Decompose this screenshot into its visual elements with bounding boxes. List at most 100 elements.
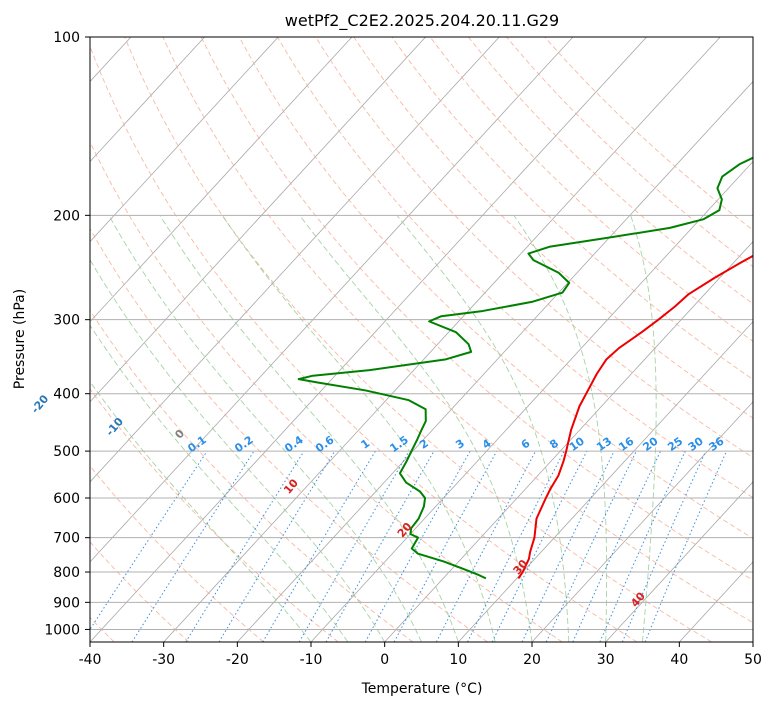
- x-tick-label: -20: [226, 652, 249, 668]
- moist-adiabat-line: [108, 215, 422, 642]
- mixing-ratio-line: [621, 450, 707, 642]
- isotherm-line: [90, 37, 574, 563]
- isotherm-line: [458, 321, 753, 642]
- x-tick-label: -40: [79, 652, 102, 668]
- x-axis-title: Temperature (°C): [361, 681, 483, 697]
- moist-adiabat-line: [90, 324, 349, 642]
- sounding-profiles: [297, 156, 753, 580]
- y-tick-label: 700: [53, 531, 80, 547]
- dry-adiabat-line: [90, 541, 190, 642]
- moist-adiabat-line: [221, 215, 496, 642]
- y-tick-label: 800: [53, 565, 80, 581]
- mixing-ratio-line: [467, 450, 565, 642]
- mixing-ratio-label: 1.5: [387, 433, 410, 455]
- isotherm-line: [605, 481, 753, 642]
- y-tick-label: 300: [53, 313, 80, 329]
- y-tick-label: 200: [53, 208, 80, 224]
- dry-adiabat-line: [391, 37, 753, 381]
- dry-adiabat-line: [506, 37, 753, 268]
- dry-adiabat-label: 20: [395, 520, 415, 540]
- isotherm-line: [0, 37, 57, 642]
- dry-adiabat-line: [200, 37, 753, 581]
- moist-adiabat-line: [630, 215, 657, 642]
- dry-adiabat-line: [90, 465, 264, 642]
- mixing-ratio-label: 8: [547, 437, 561, 452]
- dry-adiabat-line: [90, 388, 339, 642]
- mixing-ratio-label: 4: [480, 437, 494, 452]
- mixing-ratio-line: [325, 450, 435, 642]
- x-tick-label: -10: [300, 652, 323, 668]
- mixing-ratio-line: [572, 450, 662, 642]
- moist-adiabat-line: [90, 380, 312, 642]
- dry-adiabat-line: [315, 37, 753, 459]
- mixing-ratio-line: [393, 450, 498, 642]
- mixing-ratio-label: 1: [359, 437, 373, 452]
- isotherm-line: [679, 561, 753, 642]
- isotherm-line: [90, 37, 500, 483]
- x-tick-label: 50: [744, 652, 762, 668]
- mixing-ratio-line: [90, 450, 208, 631]
- plot-frame: [89, 36, 754, 643]
- x-tick-label: 30: [597, 652, 615, 668]
- dry-adiabat-line: [90, 45, 638, 642]
- mixing-ratio-line: [262, 450, 376, 642]
- isotherm-line: [163, 37, 721, 642]
- dry-adiabat-label: -10: [103, 415, 126, 439]
- isotherm-line: [90, 37, 205, 163]
- mixing-ratio-label: 3: [453, 437, 467, 452]
- x-tick-label: 20: [523, 652, 541, 668]
- x-tick-label: -30: [152, 652, 175, 668]
- x-tick-label: 40: [670, 652, 688, 668]
- dry-adiabat-line: [90, 140, 563, 642]
- moist-adiabat-line: [299, 215, 533, 642]
- mixing-ratio-line: [185, 450, 305, 642]
- moist-adiabat-line: [396, 215, 570, 642]
- isotherm-line: [752, 641, 753, 642]
- mixing-ratio-line: [521, 450, 615, 642]
- x-tick-label: 0: [380, 652, 389, 668]
- dry-adiabat-line: [238, 37, 753, 540]
- mixing-ratio-line: [599, 450, 686, 642]
- line-labels: 0.10.20.40.611.52346810131620253036-100-…: [29, 392, 727, 610]
- mixing-ratio-label: 0.6: [313, 433, 337, 455]
- mixing-ratio-line: [218, 450, 336, 642]
- isotherm-line: [90, 37, 353, 323]
- y-tick-label: 500: [53, 444, 80, 460]
- mixing-ratio-label: 2: [417, 437, 431, 452]
- mixing-ratio-line: [131, 450, 255, 642]
- x-axis: -40 -30 -20 -10 0 10 20 30 40 50: [79, 642, 762, 668]
- isotherm-line: [237, 80, 753, 642]
- mixing-ratio-line: [364, 450, 471, 642]
- y-tick-label: 100: [53, 30, 80, 46]
- dry-adiabat-line: [162, 37, 753, 624]
- chart-title: wetPf2_C2E2.2025.204.20.11.G29: [285, 11, 559, 31]
- y-tick-label: 1000: [44, 622, 80, 638]
- moist-adiabat-line: [513, 215, 608, 642]
- dewpoint-profile-line: [297, 156, 753, 580]
- mixing-ratio-label: 0.2: [232, 433, 255, 455]
- isotherm-line: [531, 401, 753, 642]
- mixing-ratio-line: [545, 450, 637, 642]
- mixing-ratio-line: [298, 450, 410, 642]
- mixing-ratio-label: 6: [519, 437, 533, 452]
- dry-adiabat-label: 40: [628, 589, 648, 609]
- y-tick-label: 400: [53, 387, 80, 403]
- y-axis-title: Pressure (hPa): [12, 289, 28, 389]
- isotherm-line: [90, 37, 426, 403]
- x-tick-label: 10: [449, 652, 467, 668]
- isotherm-line: [310, 160, 753, 642]
- y-tick-label: 900: [53, 595, 80, 611]
- dry-adiabat-line: [124, 37, 712, 642]
- dry-adiabat-line: [544, 37, 753, 231]
- temperature-profile-line: [517, 254, 753, 579]
- isotherm-line: [90, 37, 279, 243]
- isotherm-line: [384, 241, 753, 642]
- isotherm-line: [90, 37, 647, 642]
- background-lines: [0, 37, 753, 642]
- y-axis: 100 200 300 400 500 600 700 800 900 1000: [44, 30, 90, 638]
- y-tick-label: 600: [53, 491, 80, 507]
- moist-adiabat-line: [159, 215, 459, 642]
- dry-adiabat-label: -20: [29, 392, 52, 416]
- dry-adiabat-line: [429, 37, 753, 342]
